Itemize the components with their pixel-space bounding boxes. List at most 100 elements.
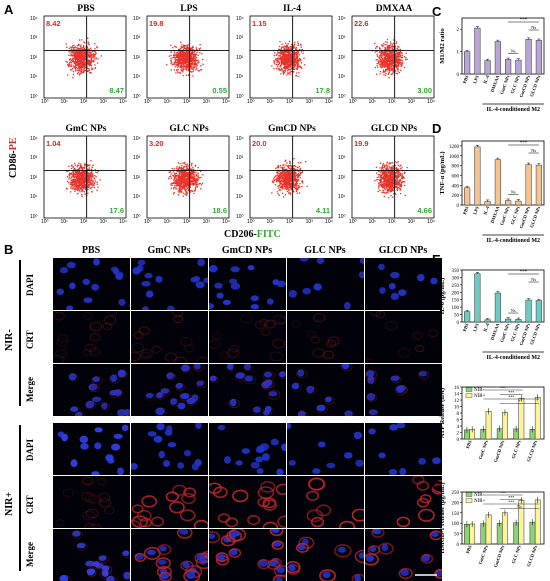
flow-x-tick: 10² <box>286 219 293 225</box>
flow-event-dot <box>89 181 91 183</box>
flow-event-dot <box>398 165 400 167</box>
flow-event-dot <box>194 165 196 167</box>
flow-event-dot <box>300 168 302 170</box>
flow-event-dot <box>278 166 280 168</box>
flow-event-dot <box>396 41 398 43</box>
flow-plot-title: GmC NPs <box>44 124 128 134</box>
flow-event-dot <box>405 57 407 59</box>
flow-event-dot <box>78 189 80 191</box>
flow-event-dot <box>68 178 70 180</box>
flow-event-dot <box>184 186 186 188</box>
flow-event-dot <box>68 165 70 167</box>
flow-event-dot <box>83 45 85 47</box>
flow-y-axis-label: CD86-PE <box>8 137 19 178</box>
flow-event-dot <box>392 46 394 48</box>
flow-event-dot <box>181 174 183 176</box>
flow-event-dot <box>79 55 81 57</box>
flow-event-dot <box>190 171 192 173</box>
flow-event-dot <box>91 54 93 56</box>
flow-event-dot <box>195 187 197 189</box>
flow-event-dot <box>78 184 80 186</box>
flow-y-tick: 10² <box>30 175 37 181</box>
flow-event-dot <box>183 184 185 186</box>
flow-event-dot <box>300 173 302 175</box>
flow-event-dot <box>385 65 387 67</box>
flow-event-dot <box>296 47 298 49</box>
flow-event-dot <box>77 178 79 180</box>
flow-event-dot <box>281 68 283 70</box>
flow-event-dot <box>197 179 199 181</box>
flow-event-dot <box>89 175 91 177</box>
flow-event-dot <box>297 41 299 43</box>
flow-event-dot <box>289 179 291 181</box>
flow-event-dot <box>396 54 398 56</box>
flow-event-dot <box>393 55 395 57</box>
flow-event-dot <box>393 66 395 68</box>
flow-event-dot <box>71 182 73 184</box>
flow-event-dot <box>187 62 189 64</box>
flow-event-dot <box>76 52 78 54</box>
flow-event-dot <box>92 59 94 61</box>
flow-event-dot <box>285 184 287 186</box>
flow-event-dot <box>294 176 296 178</box>
flow-event-dot <box>398 60 400 62</box>
flow-event-dot <box>279 63 281 65</box>
flow-event-dot <box>85 56 87 58</box>
flow-event-dot <box>183 57 185 59</box>
flow-event-dot <box>79 68 81 70</box>
flow-event-dot <box>279 186 281 188</box>
flow-event-dot <box>399 189 401 191</box>
flow-event-dot <box>380 55 382 57</box>
flow-event-dot <box>78 169 80 171</box>
flow-event-dot <box>388 67 390 69</box>
flow-event-dot <box>95 58 97 60</box>
flow-event-dot <box>186 52 188 54</box>
flow-event-dot <box>297 166 299 168</box>
flow-event-dot <box>78 72 80 74</box>
flow-event-dot <box>71 172 73 174</box>
flow-event-dot <box>401 173 403 175</box>
flow-event-dot <box>88 43 90 45</box>
flow-event-dot <box>279 189 281 191</box>
flow-event-dot <box>277 52 279 54</box>
flow-event-dot <box>281 69 283 71</box>
flow-event-dot <box>278 187 280 189</box>
flow-event-dot <box>379 48 381 50</box>
flow-event-dot <box>175 54 177 56</box>
flow-event-dot <box>80 175 82 177</box>
flow-event-dot <box>271 192 273 194</box>
flow-event-dot <box>397 61 399 63</box>
flow-event-dot <box>284 56 286 58</box>
flow-event-dot <box>276 172 278 174</box>
flow-event-dot <box>179 166 181 168</box>
flow-event-dot <box>185 182 187 184</box>
flow-event-dot <box>294 185 296 187</box>
flow-event-dot <box>67 181 69 183</box>
flow-event-dot <box>95 171 97 173</box>
flow-event-dot <box>388 197 390 199</box>
flow-event-dot <box>378 187 380 189</box>
flow-event-dot <box>382 55 384 57</box>
flow-x-tick: 10¹ <box>267 99 274 105</box>
flow-event-dot <box>73 172 75 174</box>
flow-event-dot <box>181 44 183 46</box>
flow-event-dot <box>388 63 390 65</box>
flow-event-dot <box>383 43 385 45</box>
flow-event-dot <box>378 57 380 59</box>
flow-event-dot <box>276 68 278 70</box>
flow-event-dot <box>70 49 72 51</box>
flow-y-tick: 10¹ <box>30 194 37 200</box>
flow-event-dot <box>87 168 89 170</box>
flow-event-dot <box>92 181 94 183</box>
flow-event-dot <box>286 177 288 179</box>
flow-y-tick: 10³ <box>133 155 140 161</box>
flow-event-dot <box>287 191 289 193</box>
flow-event-dot <box>84 191 86 193</box>
flow-event-dot <box>178 172 180 174</box>
flow-y-tick: 10¹ <box>236 74 243 80</box>
flow-event-dot <box>280 173 282 175</box>
flow-event-dot <box>193 193 195 195</box>
